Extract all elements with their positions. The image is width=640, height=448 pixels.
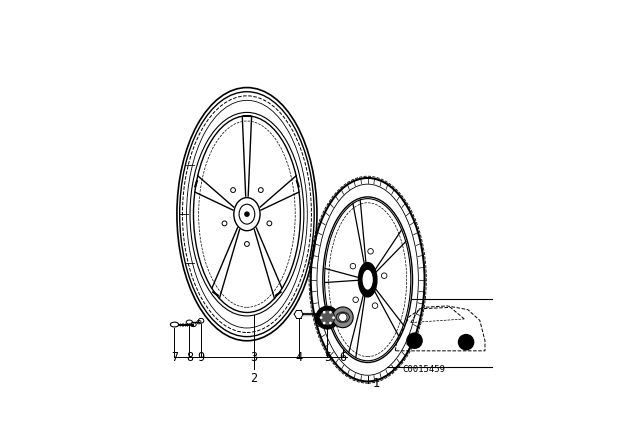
Circle shape: [368, 249, 373, 254]
Circle shape: [333, 307, 353, 327]
Circle shape: [339, 313, 347, 322]
Text: 1: 1: [373, 377, 380, 390]
Circle shape: [323, 311, 326, 314]
Ellipse shape: [190, 112, 304, 316]
Ellipse shape: [193, 116, 300, 313]
Text: 3: 3: [250, 351, 257, 364]
Circle shape: [381, 273, 387, 279]
Text: 9: 9: [198, 351, 205, 364]
Ellipse shape: [362, 269, 373, 290]
Circle shape: [316, 306, 339, 329]
Text: 7: 7: [171, 351, 178, 364]
Circle shape: [222, 221, 227, 226]
Circle shape: [329, 322, 332, 324]
Text: 5: 5: [324, 351, 331, 364]
Circle shape: [267, 221, 272, 226]
Circle shape: [244, 241, 250, 246]
Circle shape: [230, 188, 236, 193]
Ellipse shape: [358, 263, 377, 297]
Ellipse shape: [180, 92, 314, 336]
Circle shape: [259, 188, 263, 193]
Circle shape: [323, 322, 326, 324]
Text: 2: 2: [250, 372, 257, 385]
Circle shape: [407, 333, 422, 348]
Text: 8: 8: [186, 351, 193, 364]
Circle shape: [320, 310, 335, 325]
Circle shape: [353, 297, 358, 302]
Circle shape: [332, 316, 335, 319]
Circle shape: [245, 212, 249, 216]
Circle shape: [372, 303, 378, 308]
Ellipse shape: [311, 178, 424, 382]
Ellipse shape: [323, 197, 413, 362]
Text: C0015459: C0015459: [402, 365, 445, 374]
Circle shape: [458, 335, 474, 350]
Text: 6: 6: [339, 351, 346, 364]
Circle shape: [320, 316, 323, 319]
Text: 4: 4: [295, 351, 302, 364]
Ellipse shape: [234, 198, 260, 231]
Ellipse shape: [324, 198, 411, 361]
Ellipse shape: [239, 204, 255, 224]
Circle shape: [350, 263, 356, 269]
Circle shape: [329, 311, 332, 314]
